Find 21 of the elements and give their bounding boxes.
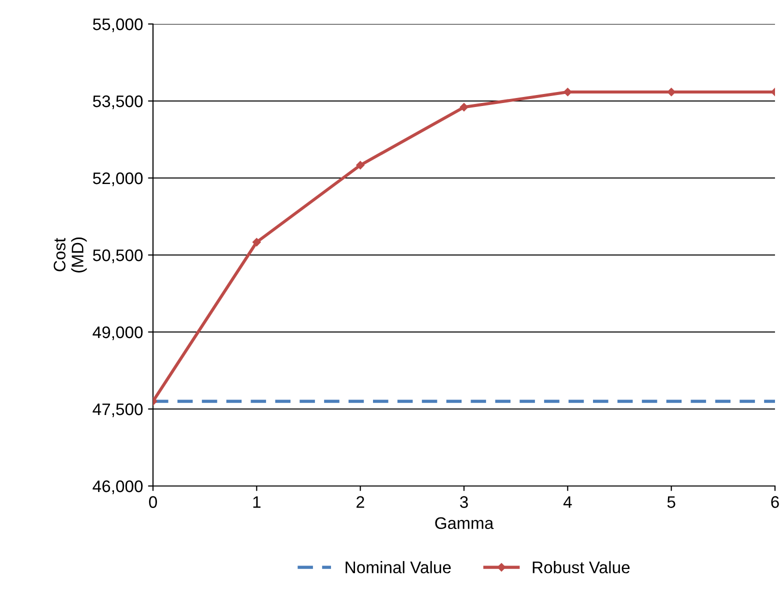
x-tick-label: 3 (460, 496, 468, 508)
point (252, 238, 261, 246)
legend-label: Robust Value (532, 561, 630, 574)
x-axis-title: Gamma (435, 517, 494, 530)
x-tick-label: 5 (667, 496, 676, 508)
x-tick-label: 4 (563, 496, 572, 508)
x-tick-label: 0 (149, 496, 157, 508)
y-axis-title: Cost (MD) (54, 238, 87, 272)
y-tick-label: 53,500 (92, 95, 143, 110)
y-tick-label: 52,000 (92, 172, 143, 186)
legend-label: Nominal Value (346, 561, 451, 574)
y-tick-label: 55,000 (92, 18, 143, 32)
x-tick-label: 6 (771, 496, 779, 508)
x-tick-label: 1 (253, 496, 260, 508)
y-tick-label: 46,000 (92, 480, 143, 494)
y-tick-label: 50,500 (92, 249, 143, 264)
point (356, 161, 364, 170)
y-tick-label: 49,000 (92, 326, 143, 340)
y-tick-label: 47,500 (92, 403, 143, 418)
x-tick-label: 2 (356, 496, 364, 508)
point (460, 103, 468, 112)
